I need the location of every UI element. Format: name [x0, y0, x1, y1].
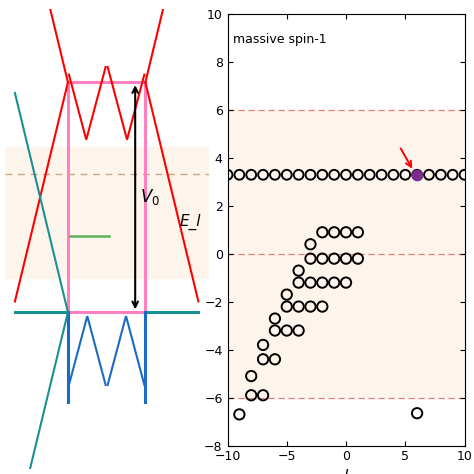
Point	[259, 392, 267, 399]
Point	[295, 171, 302, 179]
Point	[271, 315, 279, 322]
Point	[401, 171, 409, 179]
Point	[461, 171, 468, 179]
Point	[342, 279, 350, 286]
Point	[247, 372, 255, 380]
Point	[330, 171, 338, 179]
Point	[307, 279, 314, 286]
Point	[259, 356, 267, 363]
Point	[413, 171, 421, 179]
Bar	[5, 147, 209, 278]
Point	[283, 291, 291, 299]
Point	[413, 410, 421, 417]
Bar	[228, 110, 465, 398]
Point	[307, 171, 314, 179]
Point	[295, 267, 302, 274]
Point	[390, 171, 397, 179]
Point	[319, 303, 326, 310]
Y-axis label: E_l: E_l	[180, 214, 201, 230]
Point	[283, 327, 291, 334]
Point	[330, 255, 338, 263]
Point	[342, 171, 350, 179]
Point	[330, 228, 338, 236]
Point	[319, 228, 326, 236]
Point	[366, 171, 374, 179]
Point	[271, 327, 279, 334]
Point	[307, 303, 314, 310]
Point	[247, 392, 255, 399]
Point	[354, 171, 362, 179]
Point	[342, 255, 350, 263]
Point	[319, 279, 326, 286]
Point	[224, 171, 231, 179]
Point	[449, 171, 456, 179]
Point	[307, 255, 314, 263]
Point	[319, 255, 326, 263]
Text: massive spin-1: massive spin-1	[233, 33, 327, 46]
Point	[378, 171, 385, 179]
Point	[295, 303, 302, 310]
Point	[319, 171, 326, 179]
Point	[295, 279, 302, 286]
Point	[259, 341, 267, 349]
Text: $\mathit{V}_0$: $\mathit{V}_0$	[140, 187, 160, 207]
X-axis label: l: l	[344, 469, 348, 474]
Point	[354, 255, 362, 263]
Point	[283, 303, 291, 310]
Point	[259, 171, 267, 179]
Point	[236, 410, 243, 418]
Point	[247, 171, 255, 179]
Point	[342, 228, 350, 236]
Point	[437, 171, 445, 179]
Point	[413, 171, 421, 179]
Point	[236, 171, 243, 179]
Point	[354, 228, 362, 236]
Point	[330, 279, 338, 286]
Point	[307, 240, 314, 248]
Point	[271, 356, 279, 363]
Point	[283, 171, 291, 179]
Point	[295, 327, 302, 334]
Point	[425, 171, 433, 179]
Point	[271, 171, 279, 179]
